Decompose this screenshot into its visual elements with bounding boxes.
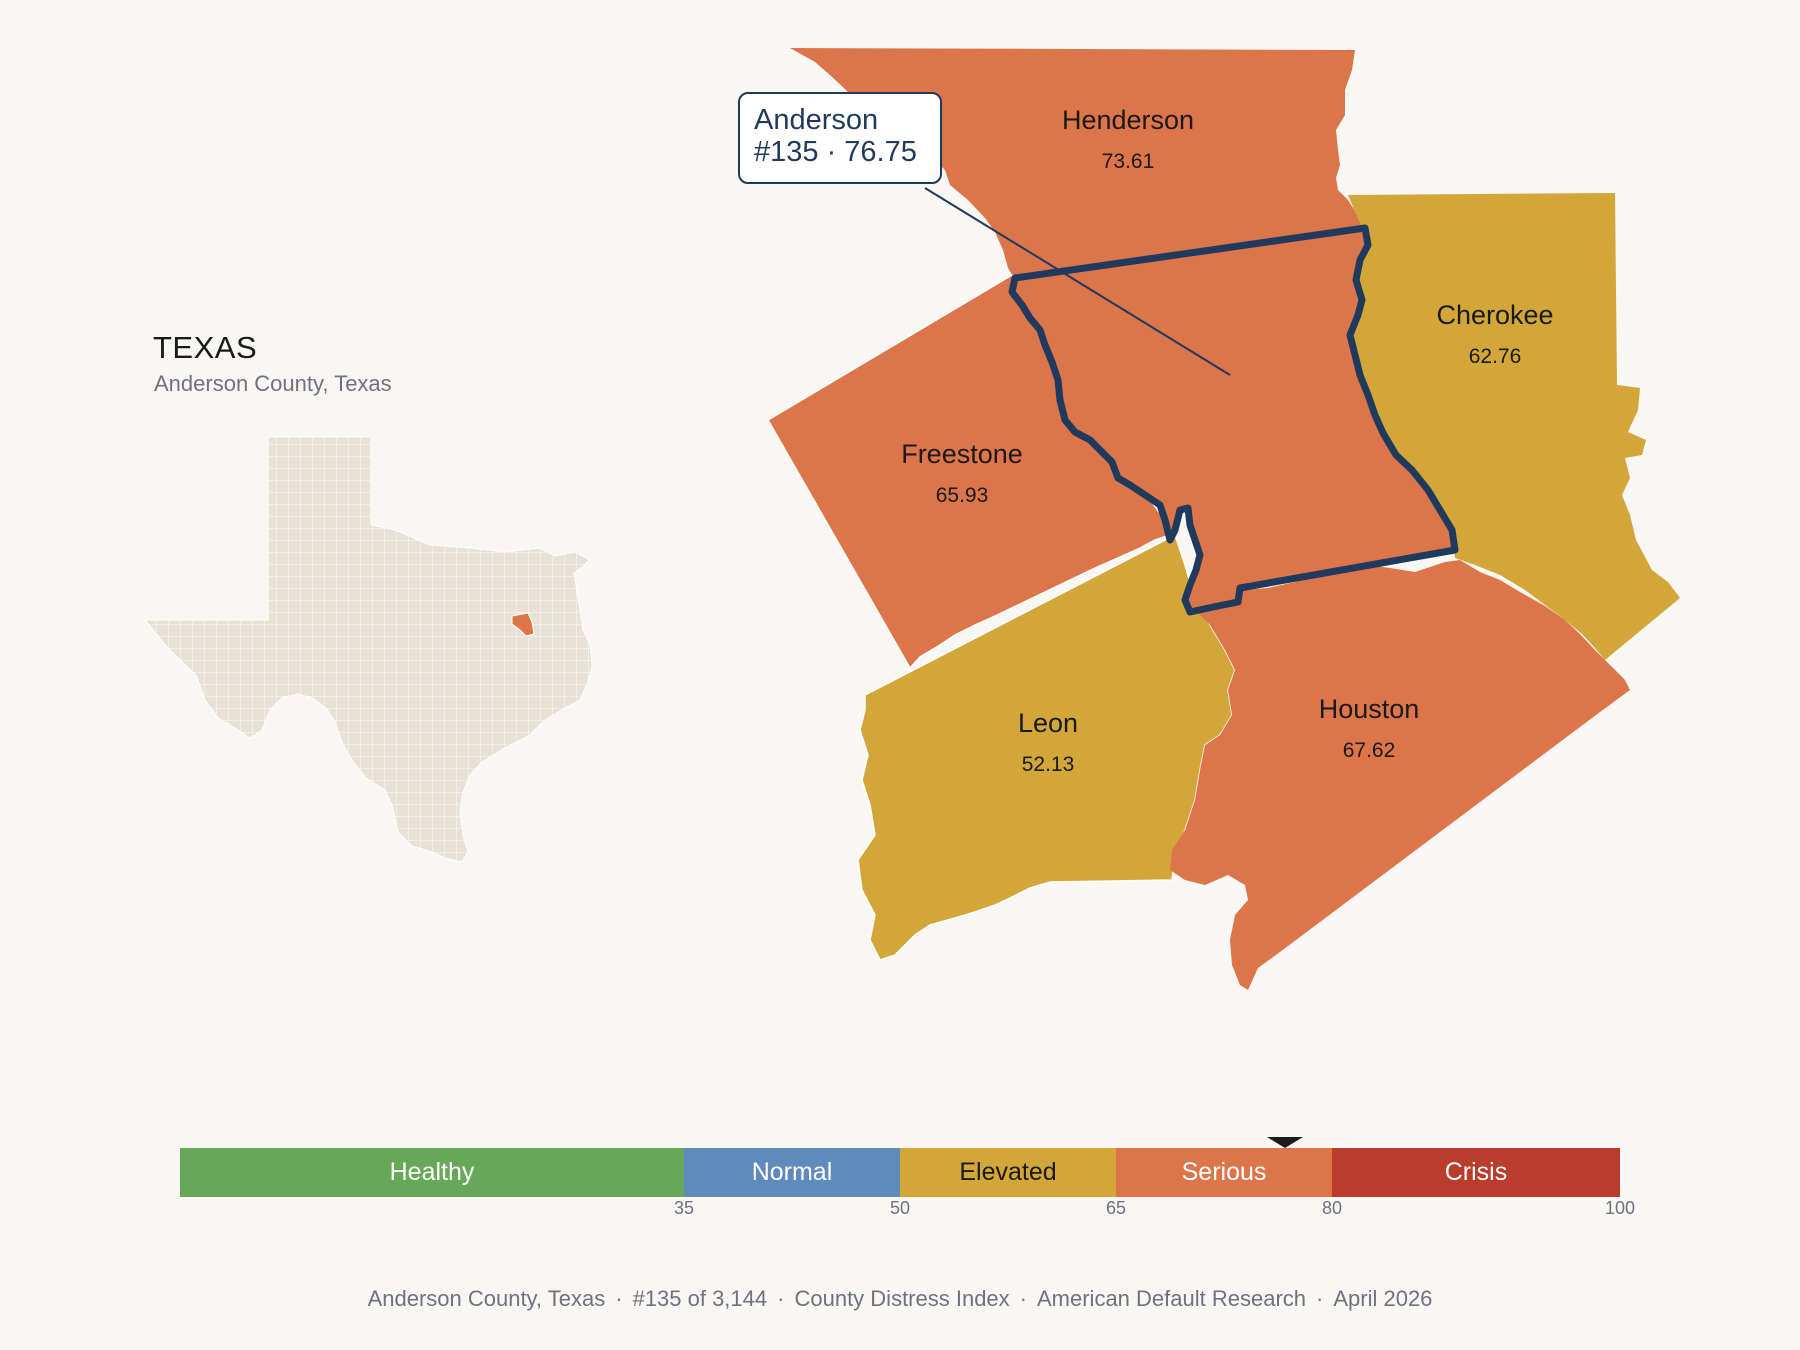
county-houston[interactable] — [1170, 560, 1630, 990]
legend-segment-elevated: Elevated — [900, 1148, 1116, 1197]
county-cherokee[interactable] — [1348, 193, 1680, 660]
label-freestone-name: Freestone — [901, 439, 1023, 469]
label-houston-value: 67.62 — [1343, 739, 1396, 762]
county-map — [766, 48, 1680, 990]
footer-rank: #135 of 3,144 — [632, 1286, 768, 1311]
legend-tick: 80 — [1321, 1198, 1343, 1218]
focus-county-callout: Anderson #135 · 76.75 — [738, 92, 942, 184]
label-henderson-value: 73.61 — [1102, 150, 1155, 173]
inset-anderson-highlight — [511, 612, 535, 637]
label-henderson-name: Henderson — [1062, 105, 1194, 135]
label-freestone-value: 65.93 — [936, 484, 989, 507]
label-leon-name: Leon — [1018, 708, 1078, 738]
footer-date: April 2026 — [1333, 1286, 1433, 1311]
callout-leader-line — [924, 187, 1231, 376]
footer-source: American Default Research — [1037, 1286, 1307, 1311]
county-labels: Henderson 73.61 Cherokee 62.76 Freestone… — [901, 105, 1553, 776]
distress-legend: Healthy Normal Elevated Serious Crisis — [180, 1148, 1620, 1197]
legend-segment-healthy: Healthy — [180, 1148, 684, 1197]
legend-segment-serious: Serious — [1116, 1148, 1332, 1197]
label-houston-name: Houston — [1319, 694, 1420, 724]
legend-tick: 35 — [673, 1198, 695, 1218]
legend-tick: 65 — [1105, 1198, 1127, 1218]
texas-state-shape — [143, 436, 593, 863]
callout-rank-value: #135 · 76.75 — [754, 136, 917, 168]
legend-tick: 50 — [889, 1198, 911, 1218]
footer-county: Anderson County, Texas — [367, 1286, 606, 1311]
score-marker — [1267, 1137, 1304, 1148]
state-title: TEXAS — [153, 330, 258, 365]
county-anderson-focus[interactable] — [1008, 224, 1459, 616]
footer-index: County Distress Index — [794, 1286, 1010, 1311]
label-cherokee-name: Cherokee — [1436, 300, 1553, 330]
legend-segment-normal: Normal — [684, 1148, 900, 1197]
callout-county-name: Anderson — [754, 104, 879, 136]
footer: Anderson County, Texas · #135 of 3,144 · Cou… — [367, 1286, 1433, 1311]
inset-subtitle: Anderson County, Texas — [154, 371, 392, 396]
legend-tick: 100 — [1604, 1198, 1636, 1218]
legend-segment-crisis: Crisis — [1332, 1148, 1620, 1197]
label-leon-value: 52.13 — [1022, 753, 1075, 776]
label-cherokee-value: 62.76 — [1469, 345, 1522, 368]
